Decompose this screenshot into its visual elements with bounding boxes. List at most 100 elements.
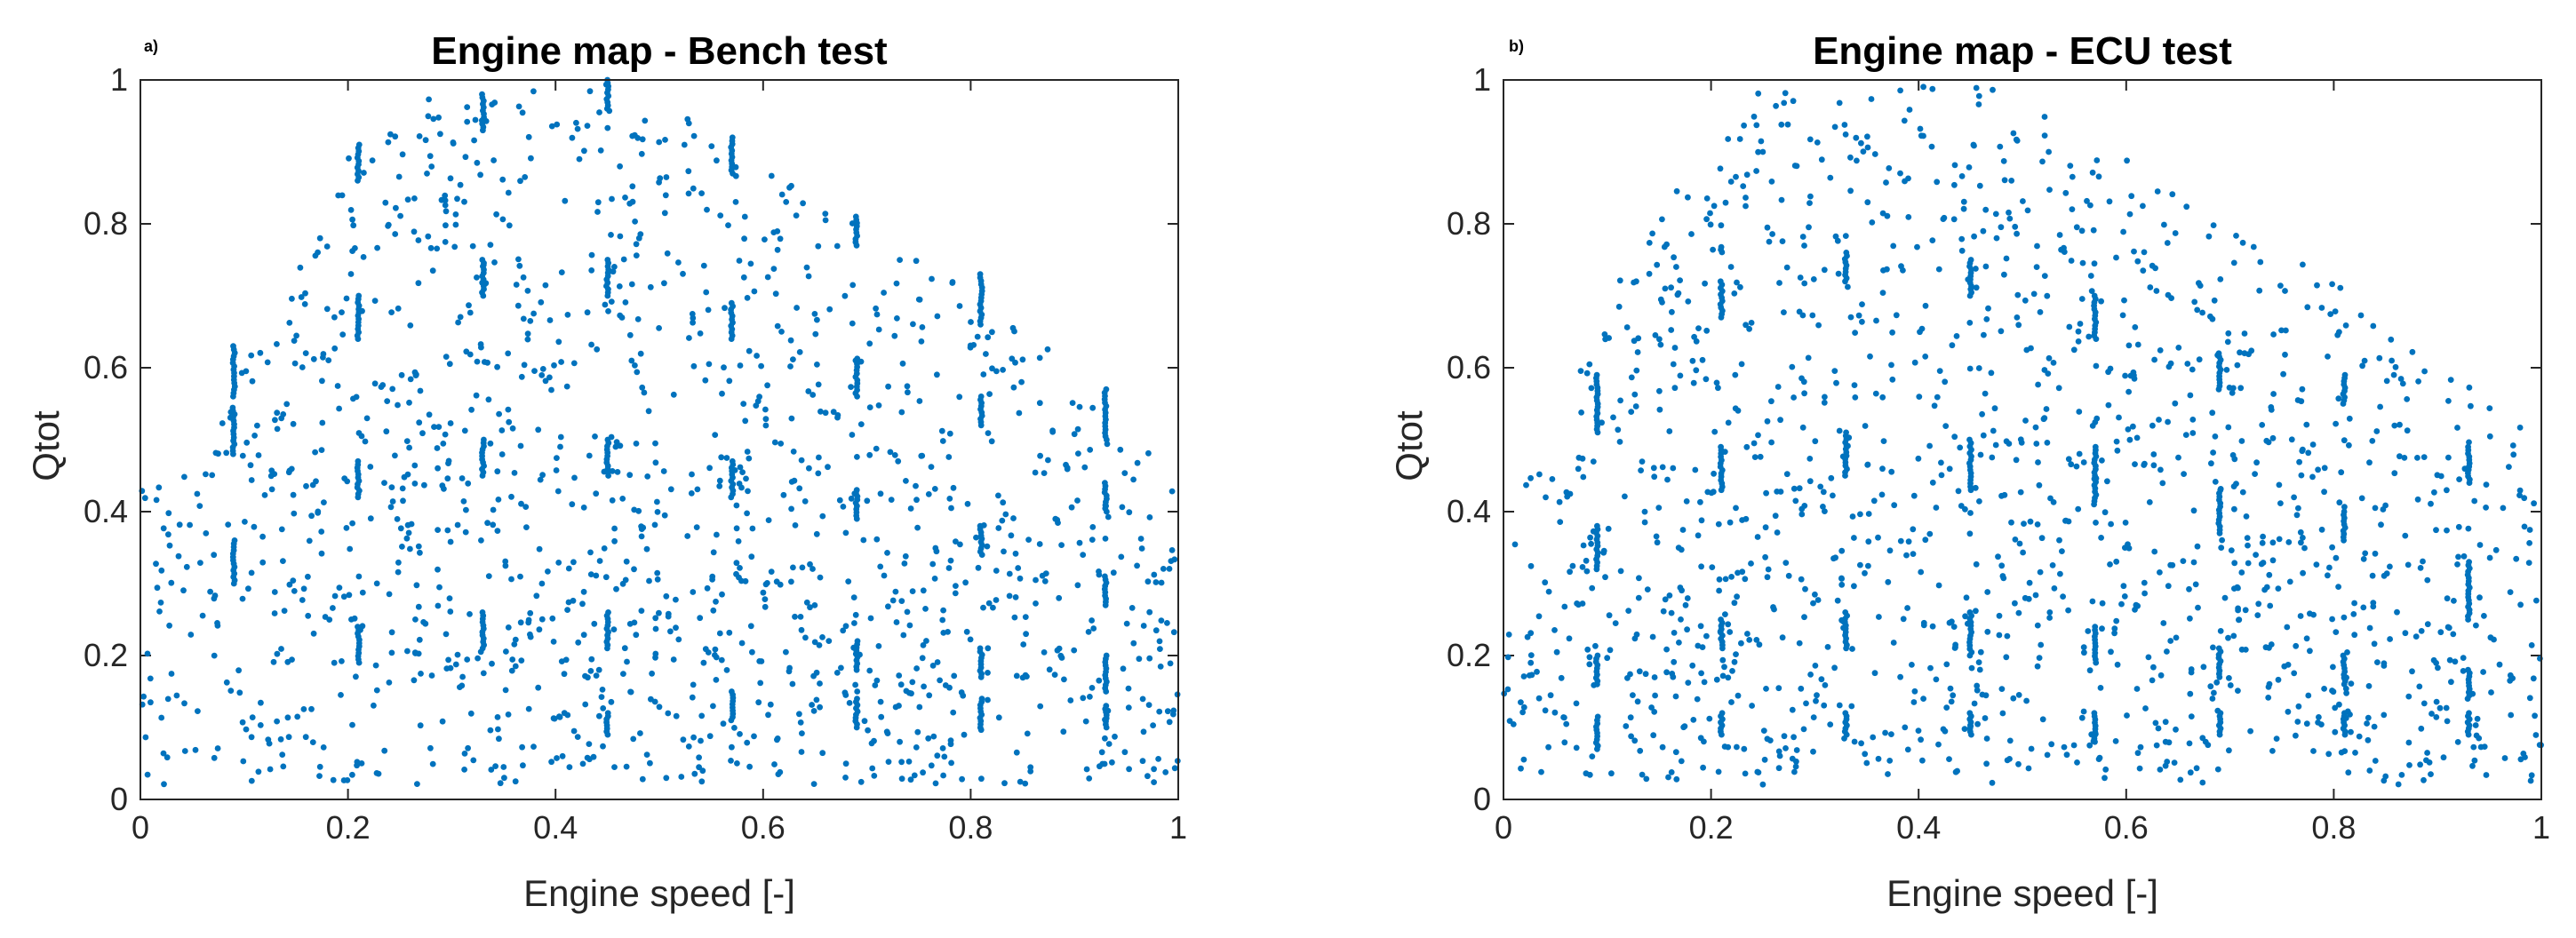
data-point — [1997, 143, 2004, 150]
data-point — [500, 764, 507, 770]
data-point — [765, 711, 771, 719]
data-point — [2046, 354, 2053, 362]
data-point — [1798, 375, 1805, 382]
data-point — [2015, 609, 2022, 616]
data-point — [1155, 756, 1161, 762]
data-point — [2397, 421, 2403, 428]
data-point — [1145, 702, 1152, 708]
data-point — [1023, 631, 1029, 638]
data-point — [903, 478, 909, 484]
data-point — [1900, 616, 1907, 623]
data-point — [2102, 766, 2109, 773]
data-point — [2269, 748, 2276, 754]
data-point — [2445, 398, 2452, 404]
data-point — [2187, 615, 2193, 622]
data-point — [1988, 370, 1995, 377]
data-point — [2338, 749, 2345, 756]
data-point — [1989, 779, 1996, 786]
data-point — [819, 750, 826, 757]
data-point — [690, 319, 696, 326]
data-point — [613, 439, 620, 446]
x-axis-label: Engine speed [-] — [1886, 872, 2158, 914]
data-point — [2389, 357, 2396, 364]
data-point — [1630, 692, 1636, 698]
data-point — [737, 464, 744, 471]
data-point — [1782, 90, 1789, 97]
data-point — [1639, 458, 1646, 465]
data-point — [2210, 449, 2217, 456]
data-point — [2226, 675, 2232, 681]
data-point — [849, 432, 856, 438]
data-point — [841, 689, 849, 696]
data-point — [819, 513, 826, 520]
data-point — [1569, 562, 1576, 569]
data-point — [1836, 427, 1843, 434]
data-point — [1847, 314, 1854, 321]
data-point — [1586, 661, 1593, 668]
data-point — [2351, 632, 2358, 639]
data-point — [2357, 312, 2365, 319]
data-point — [350, 222, 357, 229]
data-point — [2338, 469, 2345, 476]
data-point — [1592, 642, 1599, 649]
data-point — [523, 524, 530, 530]
data-point — [211, 592, 219, 599]
data-point — [1628, 374, 1635, 381]
data-point — [1561, 714, 1567, 721]
data-point — [416, 636, 423, 643]
data-point — [2275, 676, 2282, 683]
data-point — [758, 362, 764, 370]
data-point — [1859, 318, 1865, 325]
data-point — [1984, 628, 1991, 635]
data-point — [805, 388, 812, 394]
data-point — [729, 743, 735, 751]
data-point — [2486, 433, 2493, 440]
data-point — [1690, 379, 1697, 386]
data-point — [594, 346, 601, 353]
data-point — [1151, 571, 1158, 578]
data-point — [2273, 735, 2280, 742]
data-point — [165, 510, 172, 517]
data-point — [203, 530, 210, 537]
data-point — [1940, 726, 1947, 733]
data-point — [225, 521, 232, 528]
data-point — [579, 760, 586, 767]
data-point — [631, 506, 638, 513]
data-point — [1551, 627, 1558, 633]
data-point — [1150, 722, 1156, 728]
data-point — [1112, 733, 1118, 740]
data-point — [1830, 492, 1836, 499]
data-point — [554, 755, 560, 761]
data-point — [1678, 616, 1684, 623]
data-point — [2037, 568, 2044, 576]
data-point — [751, 288, 758, 295]
data-point — [786, 664, 793, 672]
data-point — [509, 425, 516, 432]
data-point — [1971, 233, 1978, 240]
data-point — [2452, 658, 2459, 665]
data-point — [1168, 547, 1176, 553]
data-point — [1098, 749, 1105, 756]
data-point — [538, 372, 546, 378]
data-point — [790, 449, 797, 455]
data-point — [591, 620, 598, 627]
data-point — [429, 760, 436, 767]
data-point — [1960, 198, 1967, 205]
data-point — [2446, 656, 2453, 664]
data-point — [1574, 600, 1580, 607]
data-point — [570, 727, 578, 735]
data-point — [1616, 277, 1623, 284]
data-point — [1067, 697, 1074, 704]
data-point — [2383, 378, 2390, 385]
data-point — [240, 758, 247, 765]
data-point — [810, 781, 817, 787]
data-point — [519, 109, 526, 116]
data-point — [1168, 488, 1176, 495]
data-point — [335, 192, 342, 199]
data-point — [389, 498, 396, 505]
data-point — [1880, 438, 1887, 444]
data-point — [1753, 637, 1760, 643]
data-point — [1520, 673, 1527, 680]
data-point — [446, 595, 453, 601]
